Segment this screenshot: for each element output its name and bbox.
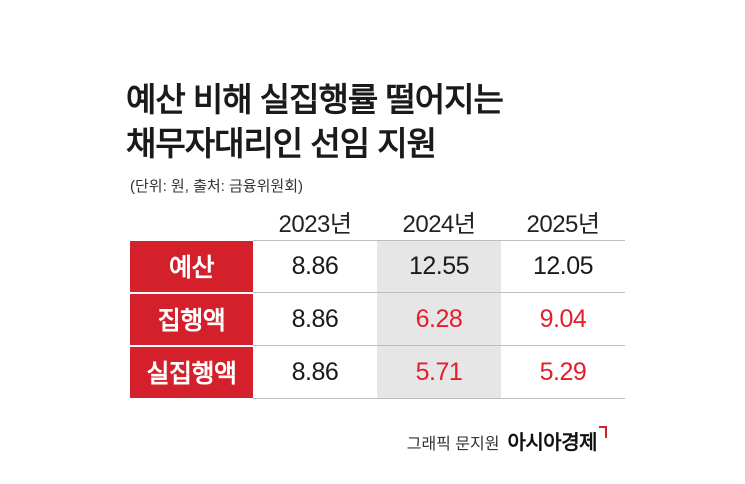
title-line-1: 예산 비해 실집행률 떨어지는 <box>126 81 504 118</box>
data-cell: 5.71 <box>377 345 501 399</box>
column-header: 2023년 <box>278 210 352 238</box>
row-label: 집행액 <box>130 292 253 347</box>
data-cell: 9.04 <box>501 292 625 346</box>
column-header: 2025년 <box>526 210 600 238</box>
table-row: 실집행액 8.86 5.71 5.29 <box>130 345 625 400</box>
header-row: 2023년 2024년 2025년 <box>130 202 625 241</box>
data-table: 2023년 2024년 2025년 예산 8.86 12.55 12.05 집행… <box>130 202 625 400</box>
data-cell: 8.86 <box>253 240 377 293</box>
data-cell: 8.86 <box>253 292 377 346</box>
data-cell: 12.05 <box>501 240 625 293</box>
title-line-2: 채무자대리인 선임 지원 <box>126 125 437 162</box>
publisher-logo-text: 아시아경제 <box>507 432 598 454</box>
row-label: 실집행액 <box>130 345 253 400</box>
chart-title: 예산 비해 실집행률 떨어지는 채무자대리인 선임 지원 <box>126 78 504 166</box>
header-spacer <box>130 202 253 241</box>
data-cell: 12.55 <box>377 240 501 293</box>
data-cell: 6.28 <box>377 292 501 346</box>
table-row: 집행액 8.86 6.28 9.04 <box>130 292 625 347</box>
table-row: 예산 8.86 12.55 12.05 <box>130 240 625 294</box>
column-header: 2024년 <box>402 210 476 238</box>
data-cell: 8.86 <box>253 345 377 399</box>
unit-note: (단위: 원, 출처: 금융위원회) <box>130 178 303 195</box>
graphic-credit: 그래픽 문지원 <box>406 436 500 453</box>
publisher-logo: 아시아경제 <box>507 426 607 455</box>
footer: 그래픽 문지원 아시아경제 <box>407 426 607 455</box>
data-cell: 5.29 <box>501 345 625 399</box>
row-label: 예산 <box>130 240 253 294</box>
logo-mark-icon <box>599 426 607 438</box>
